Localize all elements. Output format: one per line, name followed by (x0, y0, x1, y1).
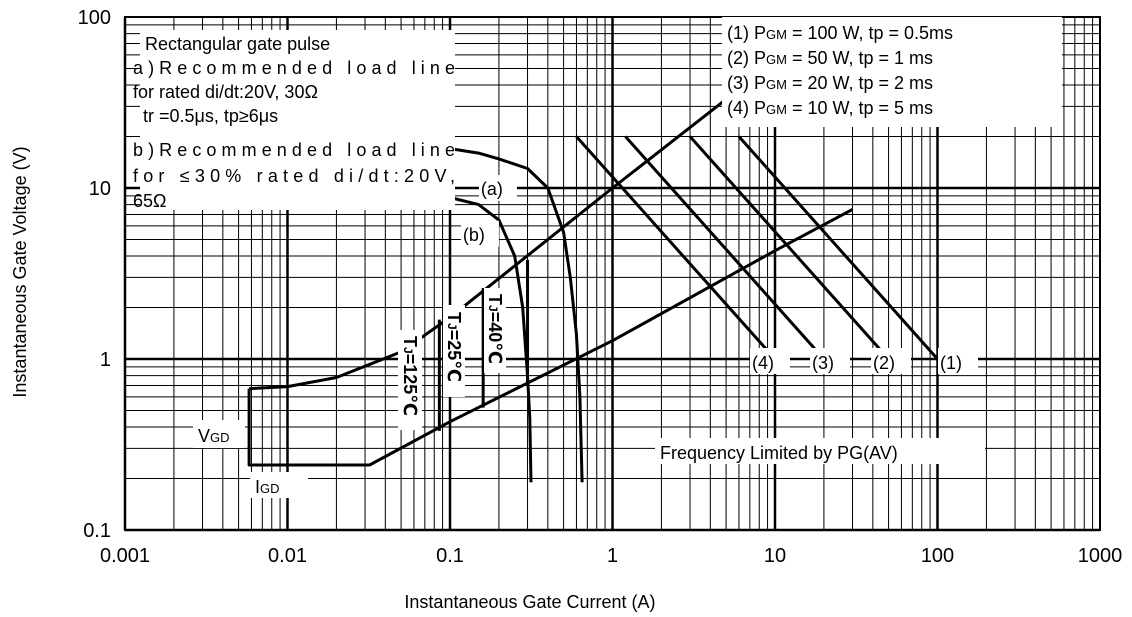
power-legend-item: (2) PGM = 50 W, tp = 1 ms (727, 48, 933, 68)
power-legend-item: (1) PGM = 100 W, tp = 0.5ms (727, 23, 953, 43)
svg-text:IGD: IGD (255, 477, 280, 497)
x-tick-label: 100 (921, 545, 954, 567)
y-tick-label: 1 (100, 349, 111, 371)
note-line: for rated di/dt:20V, 30Ω (133, 82, 318, 102)
label-boxes: (a) (b) (4) (3) (2) (1) (460, 175, 978, 374)
svg-text:TJ=40℃: TJ=40℃ (485, 294, 505, 364)
power-legend-item: (3) PGM = 20 W, tp = 2 ms (727, 73, 933, 93)
vgd-label: VGD (193, 420, 245, 448)
x-tick-label: 1 (607, 545, 618, 567)
frequency-note: Frequency Limited by PG(AV) (655, 438, 985, 464)
curve-label: (a) (481, 179, 503, 199)
svg-text:TJ=25℃: TJ=25℃ (444, 312, 464, 382)
note-line: Rectangular gate pulse (145, 34, 330, 54)
series-line (449, 147, 584, 483)
y-tick-label: 100 (78, 7, 111, 29)
note-line: a)Recommended load line (133, 58, 455, 78)
series-line (247, 208, 854, 467)
power-curve-label: (1) (940, 353, 962, 373)
x-axis-title: Instantaneous Gate Current (A) (404, 592, 655, 612)
note-line: for ≤30% rated di/dt:20V, (133, 166, 455, 186)
y-tick-label: 0.1 (83, 520, 111, 542)
notes-box: Rectangular gate pulse a)Recommended loa… (133, 30, 455, 211)
igd-label: IGD (250, 472, 308, 498)
x-tick-label: 10 (764, 545, 786, 567)
tick-labels: 0.001 0.01 0.1 1 10 100 1000 0.1 1 10 100 (78, 7, 1123, 567)
note-line: b)Recommended load line (133, 140, 455, 160)
x-tick-label: 1000 (1078, 545, 1123, 567)
series-line (449, 196, 533, 483)
x-tick-label: 0.001 (100, 545, 150, 567)
power-curve-label: (2) (873, 353, 895, 373)
power-label-bg (938, 348, 978, 374)
note-line: tr =0.5μs, tp≥6μs (133, 106, 278, 126)
series-line (575, 135, 777, 360)
series-line (624, 135, 826, 360)
tj-label-25: TJ=25℃ (443, 305, 465, 397)
x-tick-label: 0.1 (436, 545, 464, 567)
x-tick-label: 0.01 (268, 545, 307, 567)
power-label-bg (810, 348, 850, 374)
svg-text:TJ=125℃: TJ=125℃ (400, 336, 420, 416)
svg-text:VGD: VGD (198, 426, 230, 446)
y-tick-label: 10 (89, 178, 111, 200)
power-curve-label: (3) (812, 353, 834, 373)
series-line (737, 135, 939, 360)
curve-label: (b) (463, 225, 485, 245)
power-label-bg (750, 348, 790, 374)
series-line (688, 135, 890, 360)
power-legend: (1) PGM = 100 W, tp = 0.5ms (2) PGM = 50 … (722, 17, 1062, 127)
power-curve-label: (4) (752, 353, 774, 373)
tj-label-125: TJ=125℃ (398, 330, 422, 430)
note-line: 65Ω (133, 191, 166, 211)
curve-label-bg (460, 220, 499, 247)
frequency-note-text: Frequency Limited by PG(AV) (660, 443, 898, 463)
power-legend-item: (4) PGM = 10 W, tp = 5 ms (727, 98, 933, 118)
tj-label-40: TJ=40℃ (484, 288, 506, 373)
curve-label-bg (478, 175, 517, 201)
y-axis-title: Instantaneous Gate Voltage (V) (10, 146, 30, 397)
series-group (247, 98, 939, 483)
power-label-bg (871, 348, 911, 374)
